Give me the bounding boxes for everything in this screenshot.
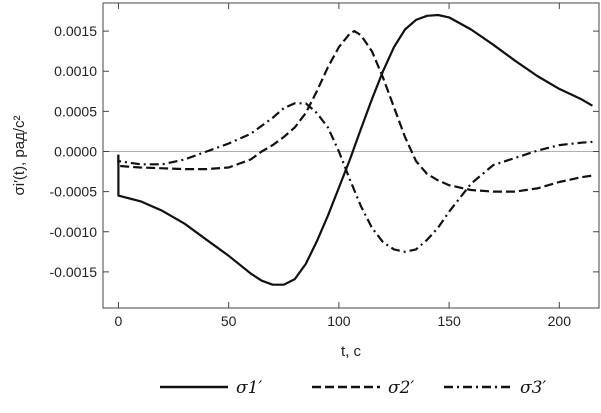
x-tick-label: 0 xyxy=(115,313,123,329)
y-tick-label: 0.0010 xyxy=(54,63,97,79)
y-axis-title: σi′(t), рад/с² xyxy=(11,116,28,196)
y-tick-label: 0.0000 xyxy=(54,143,97,159)
y-tick-label: -0.0010 xyxy=(50,224,98,240)
series-line-3 xyxy=(117,102,593,253)
legend-label-2: σ2′ xyxy=(388,378,414,398)
y-tick-label: 0.0015 xyxy=(54,23,97,39)
series-line-1 xyxy=(117,13,593,286)
x-axis-title: t, с xyxy=(341,343,362,360)
y-tick-label: -0.0005 xyxy=(50,184,98,200)
y-tick-label: 0.0005 xyxy=(54,103,97,119)
plot-frame xyxy=(102,2,600,309)
legend-label-1: σ1′ xyxy=(236,378,262,398)
x-tick-label: 50 xyxy=(221,313,237,329)
x-tick-label: 200 xyxy=(548,313,572,329)
legend-label-3: σ3′ xyxy=(520,378,546,398)
y-tick-label: -0.0015 xyxy=(50,264,98,280)
x-tick-label: 150 xyxy=(437,313,461,329)
x-tick-label: 100 xyxy=(327,313,351,329)
series-line-2 xyxy=(117,30,593,193)
